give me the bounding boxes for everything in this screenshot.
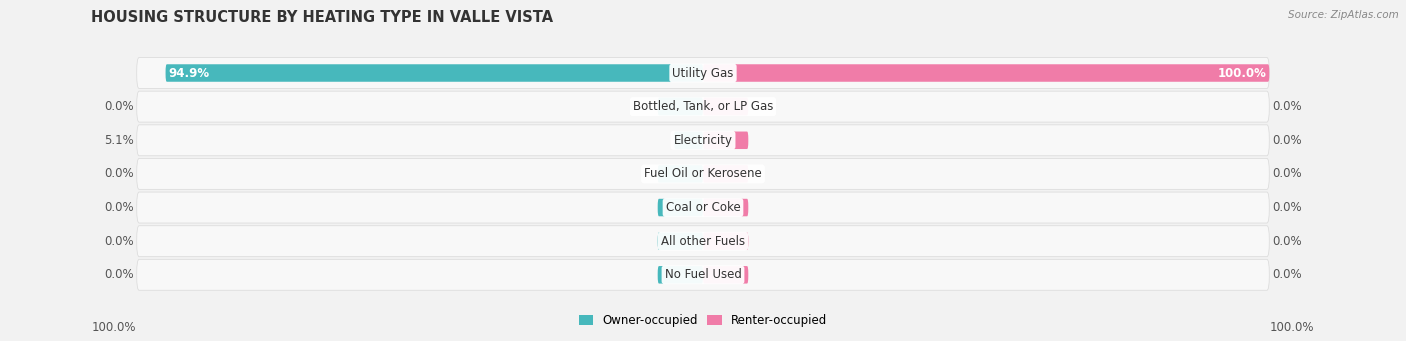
- Text: 0.0%: 0.0%: [1272, 100, 1302, 113]
- FancyBboxPatch shape: [136, 58, 1270, 88]
- Text: 0.0%: 0.0%: [1272, 268, 1302, 281]
- FancyBboxPatch shape: [703, 98, 748, 115]
- FancyBboxPatch shape: [703, 199, 748, 216]
- Text: 100.0%: 100.0%: [1218, 66, 1267, 79]
- Text: 0.0%: 0.0%: [104, 201, 134, 214]
- Text: 0.0%: 0.0%: [1272, 167, 1302, 180]
- Text: 0.0%: 0.0%: [104, 235, 134, 248]
- Text: Electricity: Electricity: [673, 134, 733, 147]
- FancyBboxPatch shape: [658, 199, 703, 216]
- FancyBboxPatch shape: [136, 192, 1270, 223]
- Text: Utility Gas: Utility Gas: [672, 66, 734, 79]
- FancyBboxPatch shape: [136, 226, 1270, 257]
- FancyBboxPatch shape: [658, 98, 703, 115]
- FancyBboxPatch shape: [658, 266, 703, 284]
- Text: Source: ZipAtlas.com: Source: ZipAtlas.com: [1288, 10, 1399, 20]
- FancyBboxPatch shape: [703, 266, 748, 284]
- Text: 0.0%: 0.0%: [104, 167, 134, 180]
- Text: 5.1%: 5.1%: [104, 134, 134, 147]
- Text: Coal or Coke: Coal or Coke: [665, 201, 741, 214]
- FancyBboxPatch shape: [136, 91, 1270, 122]
- Text: No Fuel Used: No Fuel Used: [665, 268, 741, 281]
- FancyBboxPatch shape: [658, 233, 703, 250]
- Text: 0.0%: 0.0%: [1272, 235, 1302, 248]
- Text: 0.0%: 0.0%: [104, 100, 134, 113]
- FancyBboxPatch shape: [136, 159, 1270, 189]
- FancyBboxPatch shape: [703, 165, 748, 183]
- FancyBboxPatch shape: [658, 165, 703, 183]
- Text: Bottled, Tank, or LP Gas: Bottled, Tank, or LP Gas: [633, 100, 773, 113]
- FancyBboxPatch shape: [166, 64, 703, 82]
- FancyBboxPatch shape: [673, 132, 703, 149]
- Text: HOUSING STRUCTURE BY HEATING TYPE IN VALLE VISTA: HOUSING STRUCTURE BY HEATING TYPE IN VAL…: [91, 10, 554, 25]
- Text: 0.0%: 0.0%: [104, 268, 134, 281]
- Text: 100.0%: 100.0%: [91, 321, 136, 334]
- Text: All other Fuels: All other Fuels: [661, 235, 745, 248]
- Text: 0.0%: 0.0%: [1272, 201, 1302, 214]
- FancyBboxPatch shape: [703, 233, 748, 250]
- FancyBboxPatch shape: [136, 260, 1270, 290]
- Text: Fuel Oil or Kerosene: Fuel Oil or Kerosene: [644, 167, 762, 180]
- Text: 94.9%: 94.9%: [169, 66, 209, 79]
- Text: 100.0%: 100.0%: [1270, 321, 1315, 334]
- Text: 0.0%: 0.0%: [1272, 134, 1302, 147]
- FancyBboxPatch shape: [703, 132, 748, 149]
- FancyBboxPatch shape: [136, 125, 1270, 156]
- FancyBboxPatch shape: [703, 64, 1270, 82]
- Legend: Owner-occupied, Renter-occupied: Owner-occupied, Renter-occupied: [574, 309, 832, 332]
